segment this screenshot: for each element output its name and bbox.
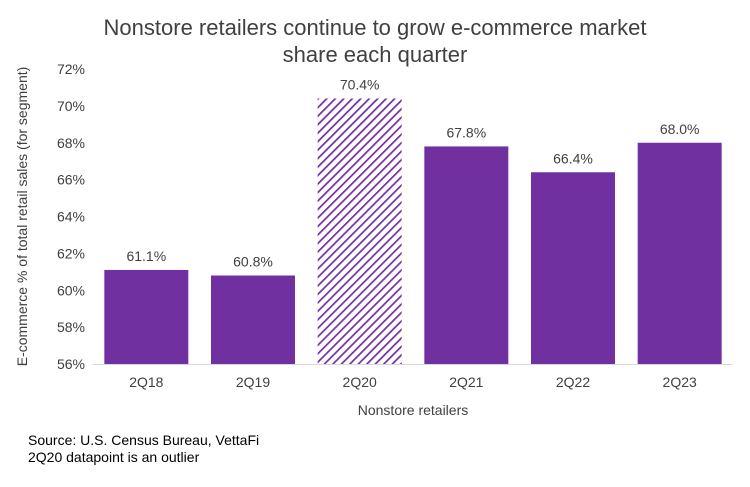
bar-2q21 xyxy=(424,146,509,364)
y-axis-title: E-commerce % of total retail sales (for … xyxy=(14,67,30,367)
y-tick-label: 58% xyxy=(57,319,85,335)
bar-2q19 xyxy=(211,275,295,364)
source-text: Source: U.S. Census Bureau, VettaFi xyxy=(28,432,260,448)
data-label: 60.8% xyxy=(233,254,273,270)
y-tick-label: 70% xyxy=(57,98,85,114)
outlier-note: 2Q20 datapoint is an outlier xyxy=(28,449,200,465)
y-tick-label: 68% xyxy=(57,135,85,151)
x-axis-title: Nonstore retailers xyxy=(358,402,469,418)
bar-2q18 xyxy=(104,269,189,364)
bar-2q23 xyxy=(637,142,722,364)
y-tick-label: 64% xyxy=(57,209,85,225)
x-tick-label: 2Q23 xyxy=(663,374,697,390)
chart-title: Nonstore retailers continue to grow e-co… xyxy=(0,14,750,68)
y-tick-label: 66% xyxy=(57,172,85,188)
y-tick-label: 56% xyxy=(57,356,85,372)
data-label: 67.8% xyxy=(446,124,486,140)
x-tick-label: 2Q21 xyxy=(449,374,483,390)
x-tick-label: 2Q22 xyxy=(556,374,590,390)
bar-2q20 xyxy=(317,98,402,364)
chart-title-line-1: Nonstore retailers continue to grow e-co… xyxy=(103,15,647,40)
data-label: 66.4% xyxy=(553,150,593,166)
y-tick-label: 62% xyxy=(57,245,85,261)
x-tick-label: 2Q20 xyxy=(343,374,377,390)
bar-2q22 xyxy=(531,172,615,364)
y-tick-label: 60% xyxy=(57,282,85,298)
data-label: 61.1% xyxy=(126,248,166,264)
data-label: 68.0% xyxy=(660,121,700,137)
data-label: 70.4% xyxy=(340,77,380,93)
chart-title-line-2: share each quarter xyxy=(282,42,468,67)
source-note: Source: U.S. Census Bureau, VettaFi 2Q20… xyxy=(28,432,259,466)
x-tick-label: 2Q19 xyxy=(236,374,270,390)
x-tick-label: 2Q18 xyxy=(129,374,163,390)
y-tick-label: 72% xyxy=(57,61,85,77)
